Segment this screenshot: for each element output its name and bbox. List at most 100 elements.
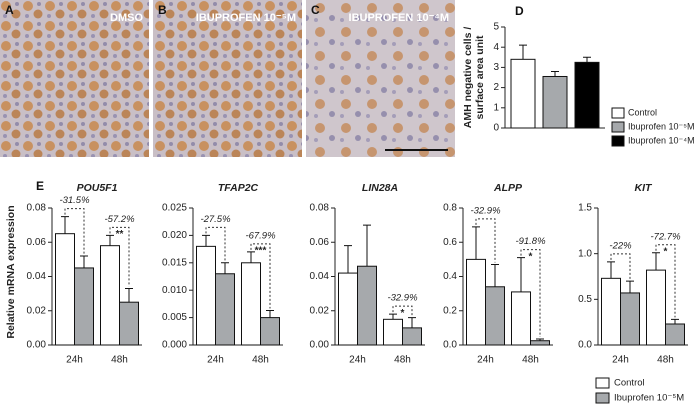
bracket <box>205 226 226 261</box>
y-tick-label: 0.2 <box>443 305 457 316</box>
change-label: -22% <box>609 240 632 251</box>
legend-label: Ibuprofen 10⁻⁵M <box>614 393 684 404</box>
bar <box>241 262 261 346</box>
bar <box>196 245 216 346</box>
bar <box>574 61 600 129</box>
panel-letter: C <box>311 3 320 17</box>
error-bar <box>266 309 274 318</box>
legend-swatch <box>595 377 610 389</box>
bar <box>55 233 75 346</box>
y-tick-label: 0.00 <box>27 340 47 351</box>
panel-title: KIT <box>635 182 654 194</box>
micrograph-b: B IBUPROFEN 10⁻⁵M <box>153 0 302 157</box>
y-tick-label: 1.5 <box>578 203 592 214</box>
x-tick-label: 48h <box>111 355 128 366</box>
x-tick-label: 48h <box>394 355 411 366</box>
error-bar <box>491 264 499 287</box>
change-label: -27.5% <box>200 214 231 225</box>
y-tick-label: 5 <box>493 22 499 33</box>
error-bar <box>408 317 416 328</box>
error-bar <box>652 252 660 271</box>
y-tick-label: 0.00 <box>310 340 330 351</box>
y-tick-label: 0.0 <box>443 340 457 351</box>
image-label: IBUPROFEN 10⁻⁵M <box>196 12 296 24</box>
bar <box>100 245 120 346</box>
y-tick-label: 0 <box>493 123 499 134</box>
legend-swatch <box>595 392 610 404</box>
panel-title: ALPP <box>493 182 523 194</box>
y-tick-label: 0.0 <box>578 340 592 351</box>
y-tick-label: 0.8 <box>443 203 457 214</box>
error-bar <box>363 224 371 267</box>
error-bar <box>607 261 615 279</box>
y-tick-label: 0.04 <box>310 271 330 282</box>
bar <box>511 291 531 346</box>
legend-swatch <box>611 107 625 119</box>
y-tick-label: 4 <box>493 42 499 53</box>
change-label: -57.2% <box>104 214 135 225</box>
bracket <box>655 244 676 318</box>
image <box>153 0 302 157</box>
panel-letter: E <box>36 179 44 193</box>
bracket <box>610 253 631 280</box>
panel-letter: B <box>158 3 167 17</box>
bracket <box>520 249 541 338</box>
y-axis-title: AMH negative cells / <box>462 27 474 129</box>
x-tick-label: 24h <box>207 355 224 366</box>
panel-title: POU5F1 <box>77 182 118 194</box>
error-bar <box>344 245 352 274</box>
y-tick-label: 0.010 <box>162 285 187 296</box>
error-bar <box>389 313 397 320</box>
y-tick-label: 0.015 <box>162 257 187 268</box>
error-bar <box>125 287 133 303</box>
x-tick-label: 24h <box>349 355 366 366</box>
x-tick-label: 24h <box>612 355 629 366</box>
y-axis-title: Relative mRNA expression <box>5 205 17 338</box>
significance-label: * <box>401 308 405 319</box>
y-tick-label: 0.020 <box>162 230 187 241</box>
bar <box>665 323 685 346</box>
bracket <box>475 218 496 263</box>
legend-swatch <box>611 135 625 147</box>
y-tick-label: 0.06 <box>27 237 47 248</box>
error-bar <box>61 216 69 234</box>
x-tick-label: 48h <box>522 355 539 366</box>
error-bar <box>202 234 210 247</box>
error-bar <box>551 70 559 77</box>
change-label: -67.9% <box>245 230 276 241</box>
micrograph-c: C IBUPROFEN 10⁻⁴M <box>306 0 455 157</box>
bar <box>601 277 621 346</box>
panel-title: TFAP2C <box>218 182 259 194</box>
panel-title: LIN28A <box>362 182 398 194</box>
panel-letter: D <box>515 4 524 18</box>
significance-label: *** <box>255 245 267 256</box>
y-tick-label: 2 <box>493 82 499 93</box>
legend-label: Control <box>628 107 657 117</box>
error-bar <box>671 318 679 324</box>
image <box>306 0 455 157</box>
image <box>0 0 149 157</box>
y-tick-label: 0.5 <box>578 294 592 305</box>
image-label: IBUPROFEN 10⁻⁴M <box>349 12 449 24</box>
change-label: -32.9% <box>387 293 418 304</box>
error-bar <box>106 234 114 246</box>
bar <box>620 292 640 346</box>
x-tick-label: 24h <box>477 355 494 366</box>
bar <box>357 265 377 346</box>
bar <box>542 75 568 129</box>
error-bar <box>221 262 229 274</box>
error-bar <box>247 251 255 263</box>
significance-label: * <box>664 246 668 257</box>
bracket <box>392 305 413 316</box>
bar <box>510 58 536 129</box>
y-tick-label: 0.000 <box>162 340 187 351</box>
y-axis-title: surface area unit <box>474 35 486 120</box>
y-tick-label: 0.08 <box>27 203 47 214</box>
micrograph-a: A DMSO <box>0 0 149 157</box>
y-tick-label: 0.025 <box>162 203 187 214</box>
y-tick-label: 1.0 <box>578 248 592 259</box>
y-tick-label: 0.08 <box>310 203 330 214</box>
bar <box>260 317 280 346</box>
panel-letter: A <box>5 3 14 17</box>
